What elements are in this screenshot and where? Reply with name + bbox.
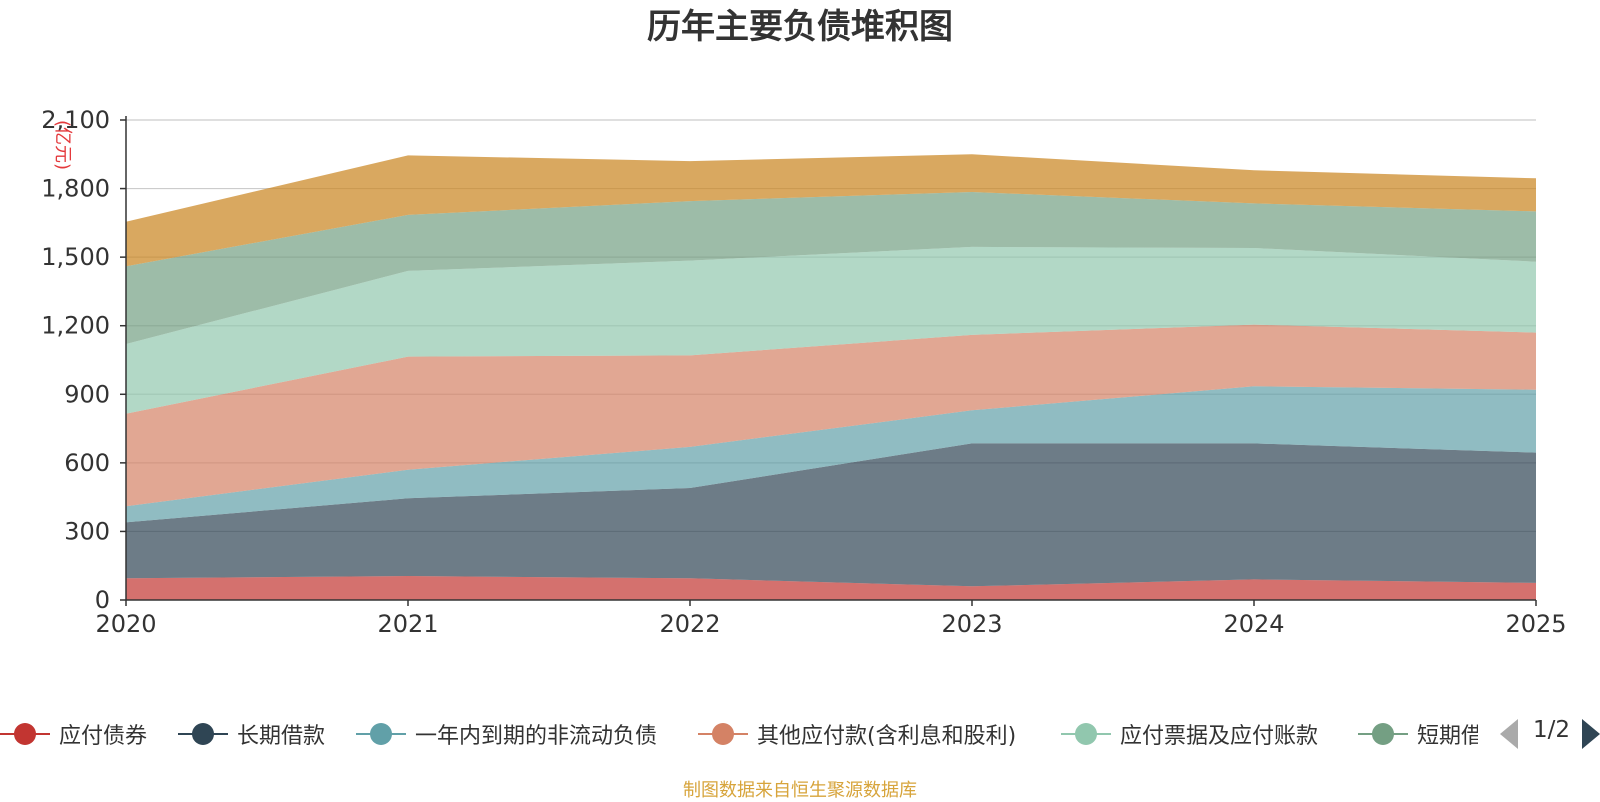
legend-next-page-icon[interactable] <box>1582 719 1600 749</box>
data-source-note: 制图数据来自恒生聚源数据库 <box>683 780 917 801</box>
legend-label: 其他应付款(含利息和股利) <box>757 724 1017 749</box>
x-tick-label: 2021 <box>377 610 438 638</box>
y-tick-label: 600 <box>64 449 110 477</box>
axes: 0 300 600 900 1,200 1,500 1,800 2,100 2020 2021 20… <box>41 106 1566 638</box>
legend-label: 一年内到期的非流动负债 <box>415 724 658 749</box>
y-axis-unit-label: (亿元) <box>52 120 73 170</box>
legend-item-current-noncurrent-liabilities[interactable]: 一年内到期的非流动负债 <box>356 718 657 750</box>
legend-item-notes-accounts-payable[interactable]: 应付票据及应付账款 <box>1061 718 1318 750</box>
y-tick-label: 300 <box>64 517 110 545</box>
legend-item-other-payables[interactable]: 其他应付款(含利息和股利) <box>698 718 1016 750</box>
y-tick-label: 1,800 <box>41 175 110 203</box>
legend-item-short-term-loans[interactable]: 短期借款 <box>1358 718 1478 750</box>
legend: 应付债券 长期借款 一年内到期的非流动负债 其他应付款(含利息和股利) 应付票据… <box>0 718 1478 750</box>
area-series-4 <box>126 324 1536 507</box>
y-tick-label: 1,200 <box>41 312 110 340</box>
legend-page-indicator: 1/2 <box>1533 717 1571 743</box>
legend-marker-icon <box>1358 719 1408 749</box>
legend-label: 应付债券 <box>59 724 148 749</box>
x-tick-label: 2023 <box>941 610 1002 638</box>
x-tick-label: 2024 <box>1223 610 1284 638</box>
legend-item-long-term-loans[interactable]: 长期借款 <box>178 718 325 750</box>
legend-item-bonds-payable[interactable]: 应付债券 <box>0 718 147 750</box>
area-series-6 <box>126 192 1536 344</box>
x-tick-label: 2025 <box>1505 610 1566 638</box>
legend-label: 短期借款 <box>1417 724 1478 749</box>
stacked-area-chart: 0 300 600 900 1,200 1,500 1,800 2,100 2020 2021 20… <box>41 106 1566 638</box>
area-series-3 <box>126 386 1536 523</box>
x-tick-label: 2022 <box>659 610 720 638</box>
legend-marker-icon <box>1061 719 1111 749</box>
legend-marker-icon <box>356 719 406 749</box>
legend-marker-icon <box>178 719 228 749</box>
legend-marker-icon <box>0 719 50 749</box>
area-series-7 <box>126 154 1536 267</box>
legend-label: 应付票据及应付账款 <box>1120 724 1319 749</box>
area-series-1 <box>126 576 1536 600</box>
legend-marker-icon <box>698 719 748 749</box>
x-tick-label: 2020 <box>95 610 156 638</box>
area-series-5 <box>126 246 1536 414</box>
area-series-2 <box>126 443 1536 587</box>
y-tick-label: 900 <box>64 380 110 408</box>
y-tick-label: 1,500 <box>41 243 110 271</box>
area-series <box>126 154 1536 600</box>
y-tick-label: 0 <box>95 586 110 614</box>
legend-label: 长期借款 <box>237 724 326 749</box>
legend-prev-page-icon[interactable] <box>1500 719 1518 749</box>
legend-pager: 1/2 <box>1500 716 1600 752</box>
chart-title: 历年主要负债堆积图 <box>647 7 953 47</box>
y-tick-label: 2,100 <box>41 106 110 134</box>
